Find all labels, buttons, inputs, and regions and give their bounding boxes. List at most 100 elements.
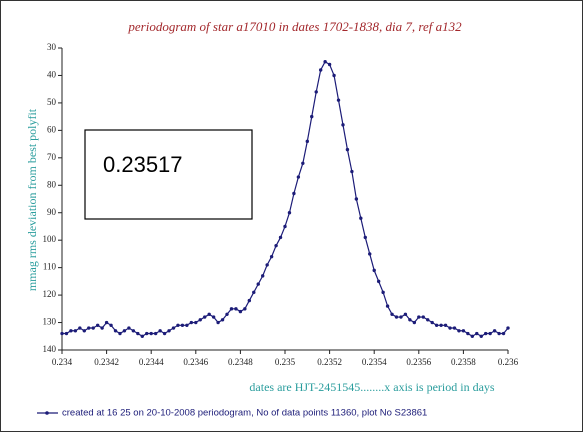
- data-point: [479, 334, 483, 338]
- data-point: [318, 68, 323, 72]
- x-tick-label: 0.2352: [317, 357, 342, 367]
- y-tick-label: 100: [43, 234, 57, 244]
- y-tick-label: 40: [47, 70, 57, 80]
- data-point: [501, 331, 506, 336]
- data-point: [207, 312, 211, 317]
- data-point: [243, 307, 247, 311]
- data-point: [158, 329, 162, 333]
- data-point: [185, 323, 189, 327]
- data-point: [327, 62, 332, 67]
- y-tick-label: 110: [43, 262, 57, 272]
- data-point: [180, 323, 185, 327]
- data-point: [372, 268, 376, 273]
- data-point: [354, 197, 359, 201]
- data-point: [234, 307, 238, 311]
- data-point: [412, 320, 417, 325]
- x-tick-label: 0.2358: [451, 357, 476, 367]
- data-point: [211, 315, 216, 319]
- x-tick-label: 0.2348: [228, 357, 253, 367]
- data-point: [127, 326, 131, 330]
- data-point: [287, 211, 292, 215]
- data-point: [216, 320, 220, 325]
- annotation-box: [84, 129, 253, 220]
- data-point: [305, 139, 309, 144]
- data-point: [394, 315, 399, 319]
- data-point: [113, 329, 118, 333]
- legend-marker: [45, 411, 49, 415]
- data-point: [470, 334, 475, 338]
- data-point: [488, 331, 492, 336]
- data-point: [497, 331, 501, 336]
- data-point: [82, 329, 87, 333]
- data-point: [261, 274, 265, 278]
- data-point: [149, 331, 153, 336]
- data-point: [203, 315, 207, 319]
- y-tick-label: 130: [43, 317, 57, 327]
- data-point: [452, 326, 457, 330]
- data-point: [466, 331, 470, 336]
- x-tick-label: 0.2346: [183, 357, 208, 367]
- y-tick-label: 30: [47, 42, 57, 52]
- y-tick-label: 70: [47, 152, 57, 162]
- data-point: [341, 123, 345, 127]
- data-point: [484, 331, 488, 336]
- annotation: 0.23517: [103, 152, 183, 177]
- data-point: [417, 315, 421, 319]
- y-axis-label: mmag rms deviation from best polyfit: [25, 108, 39, 291]
- data-point: [87, 326, 91, 330]
- data-point: [314, 90, 318, 94]
- data-point: [296, 175, 301, 179]
- y-tick-label: 90: [47, 207, 57, 217]
- data-point: [194, 320, 198, 325]
- x-tick-label: 0.235: [275, 357, 296, 367]
- data-point: [238, 309, 243, 314]
- data-point: [332, 73, 336, 78]
- data-point: [100, 326, 104, 330]
- data-point: [359, 216, 363, 220]
- data-point: [350, 169, 354, 174]
- data-point: [95, 323, 100, 327]
- data-point: [247, 298, 252, 303]
- data-point: [434, 323, 439, 327]
- data-point: [426, 318, 430, 322]
- x-tick-label: 0.2342: [94, 357, 119, 367]
- data-point: [385, 304, 390, 308]
- x-tick-label: 0.2344: [139, 357, 164, 367]
- data-point: [225, 312, 229, 317]
- y-tick-label: 80: [47, 179, 57, 189]
- data-point: [91, 326, 95, 330]
- data-point: [403, 312, 408, 317]
- data-point: [122, 329, 127, 333]
- data-point: [78, 326, 82, 330]
- data-point: [390, 312, 394, 317]
- data-point: [368, 252, 372, 256]
- data-point: [492, 329, 497, 333]
- data-point: [198, 318, 202, 322]
- data-point: [256, 282, 260, 286]
- data-point: [421, 315, 425, 319]
- x-axis-label: dates are HJT-2451545........x axis is p…: [249, 380, 495, 394]
- data-point: [229, 307, 234, 311]
- data-point: [131, 329, 136, 333]
- data-point: [363, 235, 367, 240]
- data-point: [323, 60, 327, 64]
- data-point: [430, 320, 434, 325]
- data-point: [220, 318, 225, 322]
- data-point: [506, 326, 510, 330]
- data-point: [118, 331, 122, 336]
- data-point: [283, 224, 287, 229]
- data-point: [167, 329, 171, 333]
- data-point: [73, 329, 78, 333]
- data-point: [176, 323, 180, 327]
- y-tick-label: 60: [47, 124, 57, 134]
- data-point: [278, 235, 283, 240]
- data-point: [274, 243, 278, 248]
- data-point: [252, 290, 256, 295]
- data-point: [292, 191, 296, 196]
- data-point: [345, 147, 350, 152]
- x-tick-label: 0.234: [52, 357, 73, 367]
- x-tick-label: 0.2356: [406, 357, 431, 367]
- data-point: [439, 323, 443, 327]
- data-point: [381, 290, 385, 295]
- data-point: [408, 318, 412, 322]
